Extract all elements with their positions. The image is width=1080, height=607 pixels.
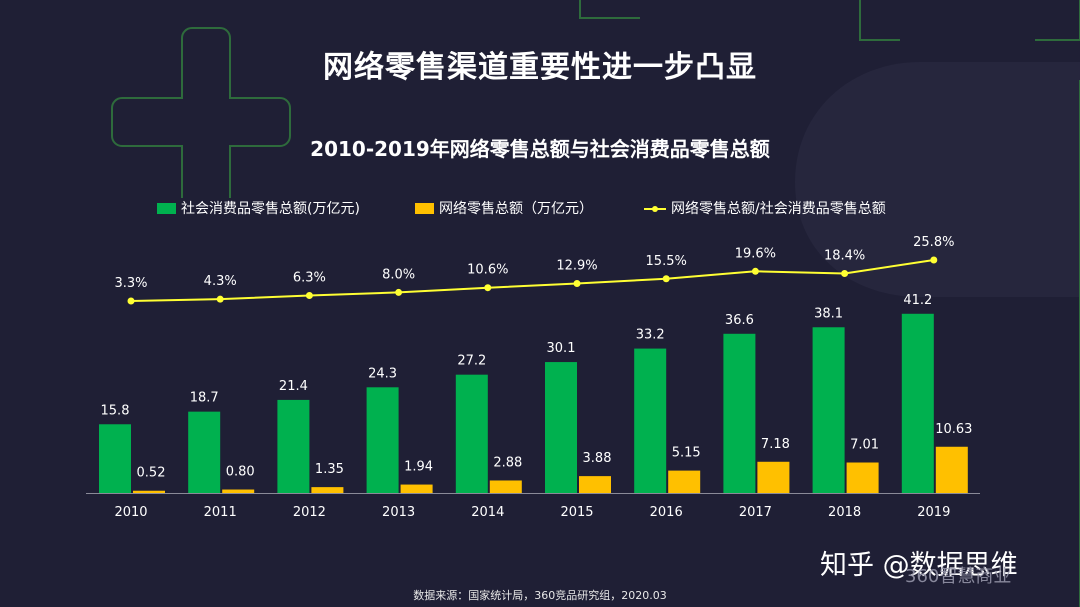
data-label-retail-sales-2013: 24.3 <box>368 366 397 381</box>
data-label-online-share-2014: 10.6% <box>467 263 508 278</box>
chart-legend: 社会消费品零售总额(万亿元) 网络零售总额（万亿元） 网络零售总额/社会消费品零… <box>0 198 1080 218</box>
bar-retail-sales-2010 <box>99 424 131 493</box>
bar-online-retail-2010 <box>133 490 165 493</box>
data-label-online-share-2015: 12.9% <box>556 259 597 274</box>
x-tick-label-2018: 2018 <box>828 505 861 520</box>
bar-retail-sales-2018 <box>812 327 845 493</box>
data-label-online-retail-2014: 2.88 <box>493 455 522 470</box>
data-label-retail-sales-2011: 18.7 <box>190 391 219 406</box>
point-online-share-2015 <box>573 280 581 288</box>
data-label-retail-sales-2018: 38.1 <box>814 306 843 321</box>
bar-online-retail-2016 <box>668 470 701 493</box>
data-label-retail-sales-2014: 27.2 <box>457 354 486 369</box>
legend-item-online-share: 网络零售总额/社会消费品零售总额 <box>644 198 886 218</box>
data-label-online-retail-2015: 3.88 <box>583 451 612 466</box>
bar-online-retail-2015 <box>579 476 611 493</box>
point-online-share-2014 <box>484 284 492 292</box>
data-label-online-retail-2012: 1.35 <box>315 462 344 477</box>
data-label-online-retail-2018: 7.01 <box>850 438 879 453</box>
chart-title: 2010-2019年网络零售总额与社会消费品零售总额 <box>310 137 770 161</box>
x-tick-label-2014: 2014 <box>471 505 504 520</box>
point-online-share-2016 <box>662 275 670 283</box>
data-label-online-share-2013: 8.0% <box>382 267 415 282</box>
bar-online-retail-2018 <box>846 462 879 493</box>
bar-retail-sales-2017 <box>723 333 756 493</box>
x-tick-label-2010: 2010 <box>114 505 147 520</box>
point-online-share-2010 <box>127 297 135 305</box>
data-label-online-retail-2017: 7.18 <box>761 437 790 452</box>
point-online-share-2012 <box>305 292 313 300</box>
legend-label-online-retail: 网络零售总额（万亿元） <box>439 201 593 217</box>
bar-online-retail-2011 <box>222 489 255 493</box>
x-tick-label-2013: 2013 <box>382 505 415 520</box>
data-label-online-share-2018: 18.4% <box>824 248 865 263</box>
brand-logo-text: 360智慧商业 <box>905 566 1012 587</box>
data-label-online-retail-2013: 1.94 <box>404 460 433 475</box>
point-online-share-2013 <box>395 288 403 296</box>
x-tick-label-2019: 2019 <box>917 505 950 520</box>
bar-retail-sales-2015 <box>545 362 577 493</box>
legend-item-online-retail: 网络零售总额（万亿元） <box>415 198 593 218</box>
legend-label-online-share: 网络零售总额/社会消费品零售总额 <box>671 201 886 217</box>
bar-online-retail-2019 <box>935 446 968 493</box>
data-label-online-share-2017: 19.6% <box>735 246 776 261</box>
bar-retail-sales-2019 <box>901 313 934 493</box>
legend-swatch-online-share <box>644 203 666 214</box>
data-label-online-retail-2011: 0.80 <box>226 465 255 480</box>
bar-retail-sales-2011 <box>188 411 221 493</box>
x-tick-label-2012: 2012 <box>293 505 326 520</box>
point-online-share-2017 <box>751 267 759 275</box>
bar-online-retail-2013 <box>400 484 433 493</box>
data-label-online-share-2010: 3.3% <box>114 276 147 291</box>
data-label-online-retail-2010: 0.52 <box>137 466 166 481</box>
legend-swatch-retail-sales <box>157 202 176 214</box>
bar-online-retail-2012 <box>311 487 344 493</box>
point-online-share-2011 <box>216 295 224 303</box>
bar-online-retail-2014 <box>489 480 522 493</box>
point-online-share-2019 <box>930 256 938 264</box>
data-label-retail-sales-2015: 30.1 <box>547 341 576 356</box>
data-label-retail-sales-2012: 21.4 <box>279 379 308 394</box>
data-label-retail-sales-2016: 33.2 <box>636 328 665 343</box>
bar-retail-sales-2012 <box>277 399 310 493</box>
legend-swatch-online-retail <box>415 202 434 214</box>
data-label-online-share-2011: 4.3% <box>204 274 237 289</box>
x-tick-label-2017: 2017 <box>739 505 772 520</box>
data-label-retail-sales-2017: 36.6 <box>725 313 754 328</box>
data-source-note: 数据来源：国家统计局，360竞品研究组，2020.03 <box>413 589 667 602</box>
data-label-retail-sales-2019: 41.2 <box>903 293 932 308</box>
data-label-online-share-2016: 15.5% <box>646 254 687 269</box>
bar-retail-sales-2014 <box>455 374 488 493</box>
bar-retail-sales-2016 <box>634 348 667 493</box>
bar-retail-sales-2013 <box>366 387 399 493</box>
watermark: 知乎 @数据思维 <box>820 550 1018 581</box>
legend-item-retail-sales: 社会消费品零售总额(万亿元) <box>157 198 360 218</box>
x-tick-label-2016: 2016 <box>650 505 683 520</box>
point-online-share-2018 <box>841 269 849 277</box>
data-label-online-share-2019: 25.8% <box>913 235 954 250</box>
data-label-online-share-2012: 6.3% <box>293 271 326 286</box>
x-tick-label-2015: 2015 <box>560 505 593 520</box>
series-line-online-share <box>130 259 934 302</box>
data-label-online-retail-2016: 5.15 <box>672 446 701 461</box>
bar-online-retail-2017 <box>757 461 790 493</box>
page-title: 网络零售渠道重要性进一步凸显 <box>323 50 757 85</box>
x-tick-label-2011: 2011 <box>204 505 237 520</box>
data-label-retail-sales-2010: 15.8 <box>101 403 130 418</box>
legend-label-retail-sales: 社会消费品零售总额(万亿元) <box>181 201 360 217</box>
data-label-online-retail-2019: 10.63 <box>935 422 972 437</box>
